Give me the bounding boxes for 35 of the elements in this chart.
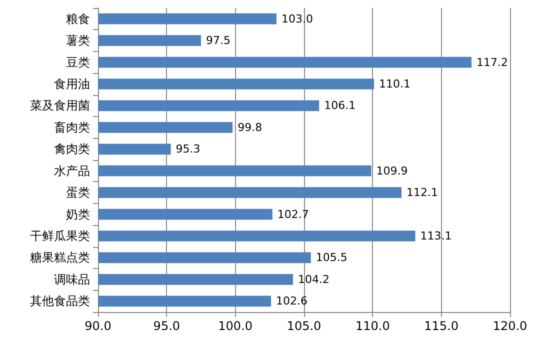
data-label: 99.8: [238, 120, 262, 134]
data-label: 102.7: [277, 208, 309, 221]
y-tick-label: 菜及食用菌: [30, 98, 90, 113]
y-tick-label: 奶类: [66, 207, 90, 222]
y-tick-label: 薯类: [66, 34, 90, 48]
x-tick-label: 120.0: [492, 319, 528, 333]
data-label: 113.1: [420, 230, 452, 242]
data-label: 102.6: [276, 294, 308, 308]
data-label: 110.1: [379, 78, 411, 90]
x-tick-label: 105.0: [286, 319, 322, 333]
y-tick-label: 畜肉类: [54, 120, 90, 134]
y-tick-label: 食用油: [54, 77, 90, 91]
data-label: 112.1: [406, 186, 438, 200]
data-label: 104.2: [298, 272, 330, 286]
x-tick-label: 100.0: [218, 319, 253, 333]
y-tick-label: 禽肉类: [54, 142, 90, 156]
data-label: 103.0: [282, 12, 314, 26]
y-tick-label: 糖果糕点类: [30, 250, 90, 265]
data-label: 106.1: [324, 99, 356, 112]
data-label: 105.5: [316, 251, 348, 264]
y-tick-label: 水产品: [54, 164, 90, 178]
data-label: 97.5: [206, 34, 230, 48]
y-tick-label: 其他食品类: [30, 294, 90, 308]
y-tick-label: 调味品: [54, 272, 90, 286]
y-tick-label: 蛋类: [66, 186, 90, 200]
x-tick-label: 90.0: [84, 319, 112, 333]
y-tick-label: 豆类: [66, 55, 90, 70]
data-label: 95.3: [176, 142, 200, 156]
x-tick-label: 95.0: [153, 319, 180, 333]
x-tick-label: 115.0: [424, 319, 459, 333]
data-label: 109.9: [376, 164, 408, 178]
y-tick-label: 干鲜瓜果类: [30, 229, 90, 243]
data-label: 117.2: [476, 56, 508, 69]
y-tick-label: 粮食: [66, 12, 90, 26]
x-tick-label: 110.0: [355, 319, 390, 333]
